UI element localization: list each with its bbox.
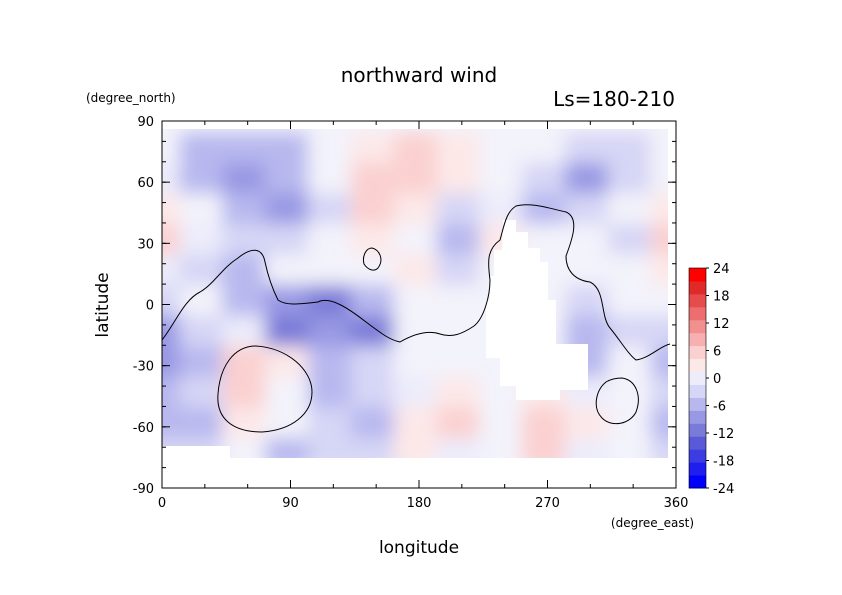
contour-line <box>161 204 671 361</box>
y-units-label: (degree_north) <box>86 91 176 105</box>
x-units-label: (degree_east) <box>611 516 694 530</box>
contour-loop <box>363 247 382 271</box>
colorbar-tick-label: 12 <box>713 317 730 332</box>
colorbar-tick-label: 24 <box>713 262 730 277</box>
colorbar-swatch <box>689 345 706 360</box>
x-tick-label: 360 <box>664 496 689 511</box>
x-tick-label: 0 <box>158 496 166 511</box>
colorbar-swatch <box>689 423 706 437</box>
chart-subtitle: Ls=180-210 <box>553 87 675 111</box>
y-tick-label: -30 <box>133 360 154 375</box>
y-tick-label: 90 <box>137 115 154 130</box>
x-tick-label: 180 <box>407 496 432 511</box>
colorbar-swatch <box>689 332 706 347</box>
colorbar-swatch <box>689 436 706 450</box>
mask-tharsis <box>486 220 588 400</box>
y-tick-label: 60 <box>137 176 154 191</box>
colorbar-swatch <box>689 475 706 489</box>
colorbar-tick-label: 0 <box>713 372 721 387</box>
contour-loop <box>217 345 313 433</box>
y-tick-label: -90 <box>133 482 154 497</box>
colorbar-tick-label: -12 <box>713 427 734 442</box>
contour-loop <box>595 377 639 425</box>
colorbar-tick-label: -18 <box>713 455 734 470</box>
colorbar: 24 18 12 6 0 -6 -12 -18 -24 <box>688 262 734 497</box>
colorbar-swatch <box>689 268 706 282</box>
colorbar-swatch <box>689 280 706 295</box>
chart-title: northward wind <box>341 63 497 87</box>
colorbar-swatch <box>689 371 706 385</box>
colorbar-tick-label: -6 <box>713 400 726 415</box>
colorbar-swatch <box>689 449 706 463</box>
y-axis: 90 60 30 0 -30 -60 -90 <box>133 115 676 497</box>
colorbar-swatch <box>689 306 706 321</box>
colorbar-swatch <box>689 410 706 424</box>
colorbar-tick-label: -24 <box>713 482 734 497</box>
colorbar-swatch <box>689 358 706 373</box>
y-tick-label: 30 <box>137 237 154 252</box>
colorbar-swatch <box>689 293 706 308</box>
y-tick-label: -60 <box>133 421 154 436</box>
colorbar-swatch <box>689 319 706 334</box>
x-axis: 0 90 180 270 360 <box>158 121 689 511</box>
y-axis-label: latitude <box>93 272 113 337</box>
colorbar-swatch <box>689 384 706 398</box>
x-tick-label: 90 <box>282 496 299 511</box>
x-axis-label: longitude <box>379 538 459 558</box>
x-tick-label: 270 <box>535 496 560 511</box>
topography-contours <box>161 204 671 433</box>
colorbar-swatch <box>689 462 706 476</box>
colorbar-swatch <box>689 397 706 411</box>
colorbar-tick-label: 6 <box>713 345 721 360</box>
colorbar-tick-label: 18 <box>713 290 730 305</box>
y-tick-label: 0 <box>146 299 154 314</box>
